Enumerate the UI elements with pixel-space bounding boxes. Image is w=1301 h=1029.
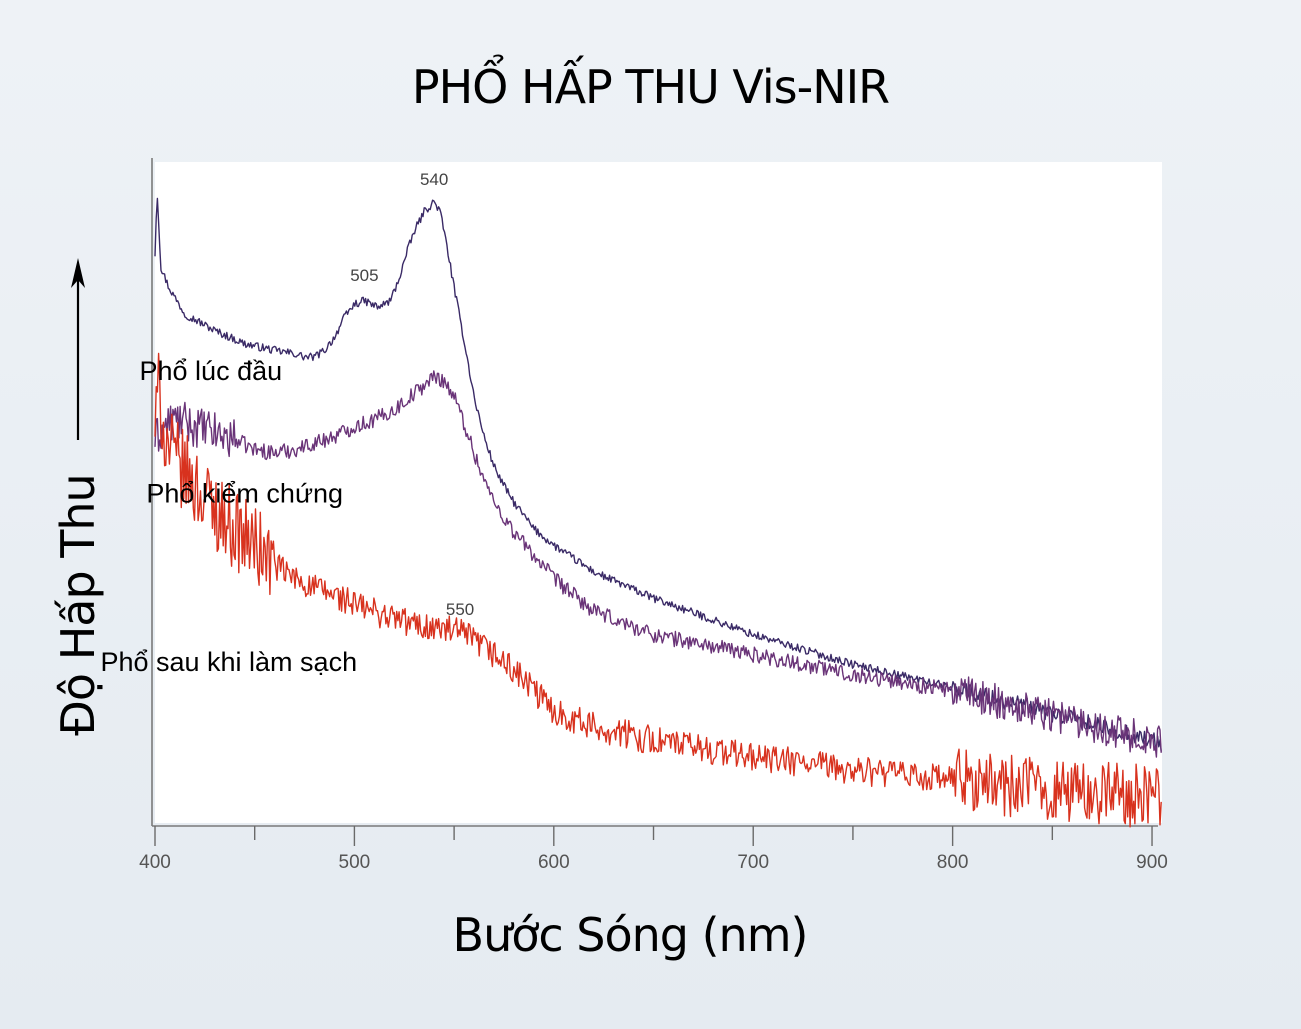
curve-label-layer: Phổ lúc đầu Phổ kiểm chứng Phổ sau khi làm… [100, 356, 357, 677]
series-label: Phổ lúc đầu [140, 356, 283, 386]
x-major-ticks: 400 500 600 700 800 900 [139, 826, 1168, 873]
x-tick-label: 600 [538, 852, 570, 873]
series-label: Phổ sau khi làm sạch [100, 647, 357, 677]
x-tick-label: 400 [139, 852, 171, 873]
x-axis-title: Bước Sóng (nm) [452, 908, 809, 962]
y-axis-title: Độ Hấp Thu [51, 474, 105, 736]
up-arrow-icon [71, 258, 85, 288]
x-tick-label: 800 [937, 852, 969, 873]
series-line [154, 370, 1162, 758]
plot-area [155, 162, 1162, 823]
y-axis-arrow [71, 258, 85, 440]
peak-label: 550 [446, 600, 474, 619]
peak-label: 505 [350, 266, 378, 285]
x-tick-label: 900 [1136, 852, 1168, 873]
x-tick-label: 500 [339, 852, 371, 873]
chart-title: PHỔ HẤP THU Vis-NIR [411, 60, 890, 114]
x-minor-ticks [254, 826, 1054, 840]
peak-label: 540 [420, 170, 448, 189]
x-tick-label: 700 [737, 852, 769, 873]
series-label: Phổ kiểm chứng [146, 478, 343, 508]
series-line [154, 352, 1162, 828]
annotation-layer: 540 505 550 [350, 170, 474, 619]
series-layer [154, 197, 1162, 828]
